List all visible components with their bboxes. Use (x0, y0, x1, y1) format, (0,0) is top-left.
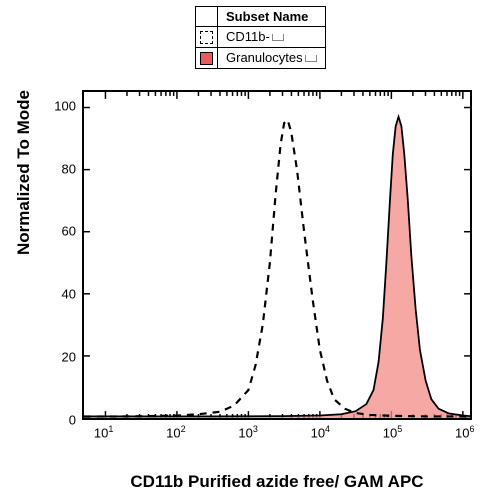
ytick-label: 60 (46, 224, 76, 239)
xtick-label: 104 (311, 424, 330, 440)
ytick-label: 100 (46, 98, 76, 113)
legend-label-1: Granulocytes (218, 48, 325, 68)
y-axis-label: Normalized To Mode (14, 90, 34, 255)
legend-swatch-box-0 (200, 31, 213, 44)
ytick-label: 40 (46, 287, 76, 302)
legend-row-0: CD11b- (196, 27, 325, 48)
xtick-label: 106 (455, 424, 474, 440)
legend-header-row: Subset Name (196, 7, 325, 27)
plot-area (82, 90, 472, 420)
figure-container: Subset Name CD11b- Granulocytes Normaliz… (0, 0, 500, 504)
ytick-label: 20 (46, 350, 76, 365)
xtick-label: 102 (166, 424, 185, 440)
legend-label-0: CD11b- (218, 27, 292, 47)
legend-swatch-header (196, 7, 218, 26)
plot-svg (84, 92, 470, 418)
legend-row-1: Granulocytes (196, 48, 325, 68)
legend-swatch-1 (196, 48, 218, 68)
legend-header-label: Subset Name (218, 7, 316, 26)
legend-swatch-0 (196, 27, 218, 47)
ytick-label: 0 (46, 413, 76, 428)
legend-swatch-box-1 (200, 52, 213, 65)
xtick-label: 101 (94, 424, 113, 440)
series-layer (84, 117, 470, 418)
legend-box: Subset Name CD11b- Granulocytes (195, 6, 326, 69)
xtick-label: 105 (383, 424, 402, 440)
x-axis-label: CD11b Purified azide free/ GAM APC (82, 472, 472, 492)
xtick-label: 103 (238, 424, 257, 440)
ytick-label: 80 (46, 161, 76, 176)
